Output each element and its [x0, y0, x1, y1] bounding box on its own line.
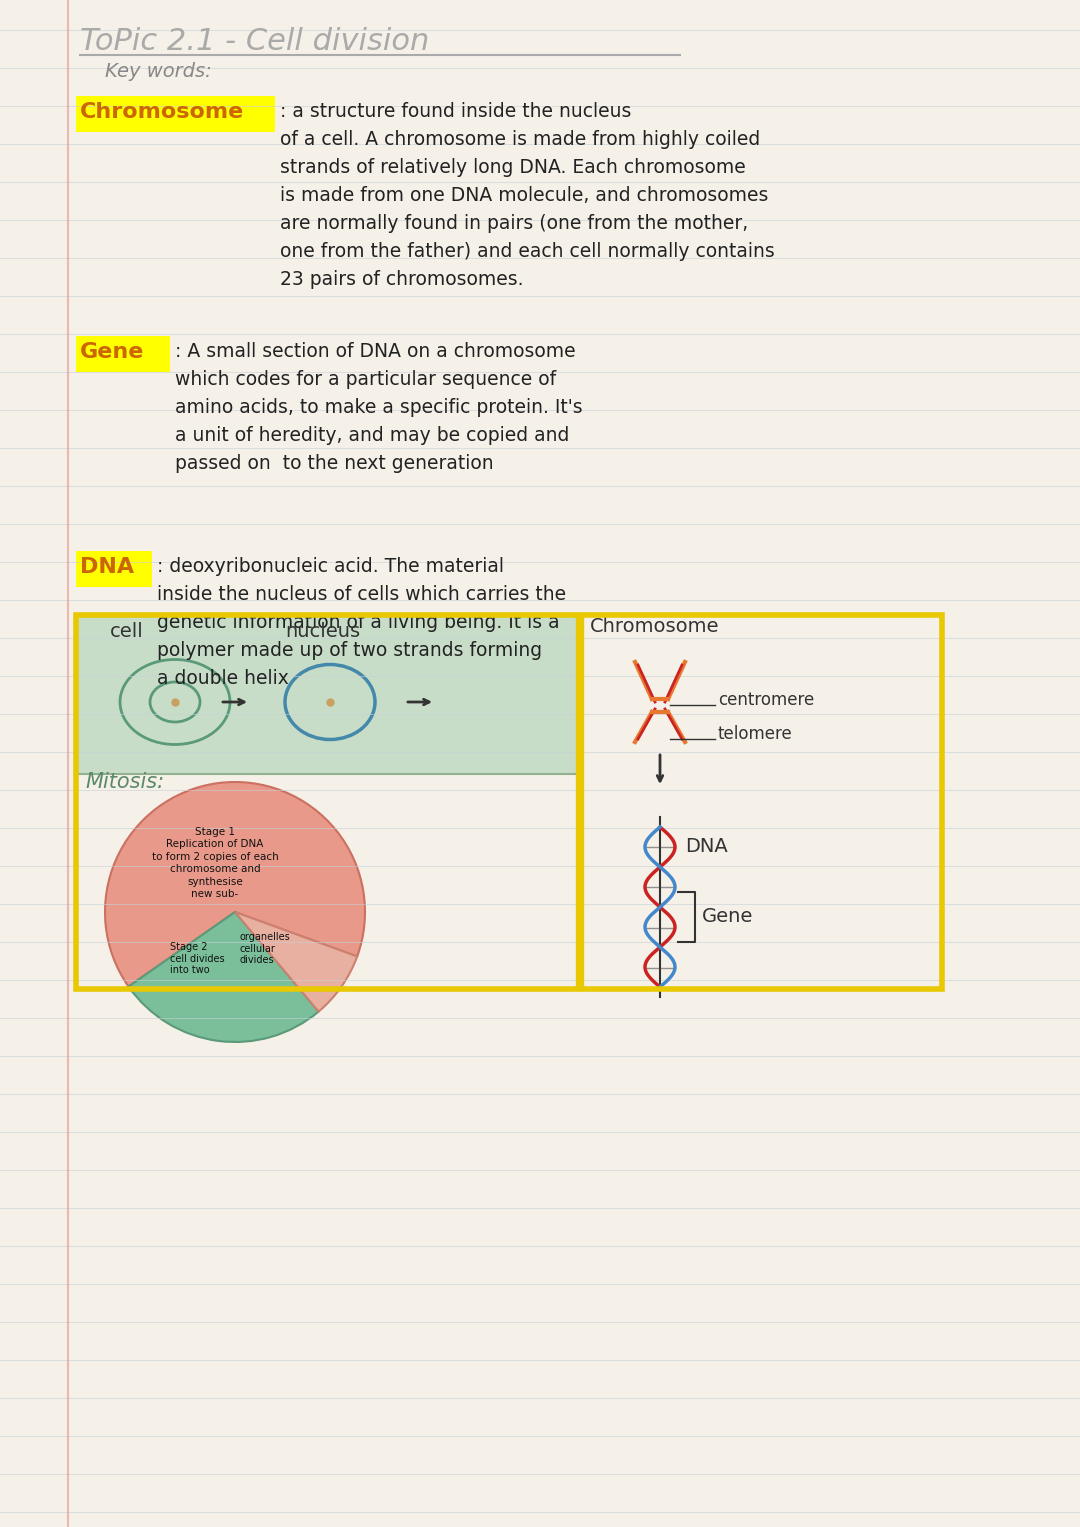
Wedge shape — [105, 782, 365, 986]
Text: : A small section of DNA on a chromosome
which codes for a particular sequence o: : A small section of DNA on a chromosome… — [175, 342, 582, 473]
Text: telomere: telomere — [718, 725, 793, 744]
Text: Stage 1
Replication of DNA
to form 2 copies of each
chromosome and
synthesise
ne: Stage 1 Replication of DNA to form 2 cop… — [151, 828, 279, 899]
FancyBboxPatch shape — [76, 96, 275, 131]
Text: ToPic 2.1 - Cell division: ToPic 2.1 - Cell division — [80, 27, 430, 56]
Text: cell: cell — [110, 621, 144, 641]
Text: centromere: centromere — [718, 692, 814, 709]
Text: nucleus: nucleus — [285, 621, 360, 641]
Wedge shape — [129, 912, 319, 1041]
Text: Mitosis:: Mitosis: — [85, 773, 164, 793]
FancyBboxPatch shape — [76, 336, 170, 373]
Text: : deoxyribonucleic acid. The material
inside the nucleus of cells which carries : : deoxyribonucleic acid. The material in… — [157, 557, 566, 689]
Text: DNA: DNA — [685, 837, 728, 857]
Text: organelles
cellular
divides: organelles cellular divides — [240, 931, 291, 965]
Text: Chromosome: Chromosome — [80, 102, 244, 122]
Text: Chromosome: Chromosome — [590, 617, 719, 637]
Text: Key words:: Key words: — [105, 63, 212, 81]
Text: Gene: Gene — [702, 907, 754, 927]
Text: : a structure found inside the nucleus
of a cell. A chromosome is made from high: : a structure found inside the nucleus o… — [280, 102, 774, 289]
FancyBboxPatch shape — [76, 551, 152, 586]
Text: DNA: DNA — [80, 557, 134, 577]
FancyBboxPatch shape — [76, 615, 580, 774]
Text: Stage 2
cell divides
into two: Stage 2 cell divides into two — [170, 942, 225, 976]
Wedge shape — [235, 912, 357, 1011]
Text: Gene: Gene — [80, 342, 145, 362]
